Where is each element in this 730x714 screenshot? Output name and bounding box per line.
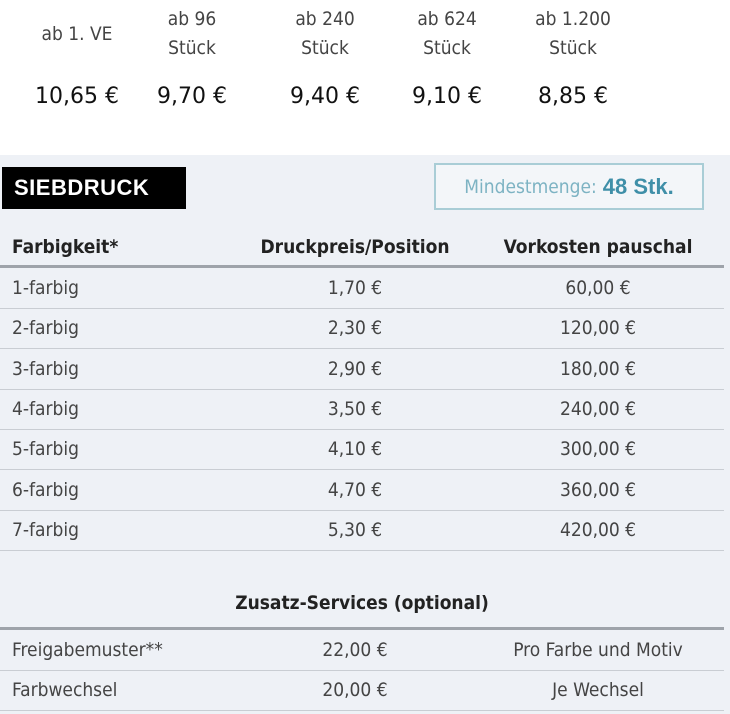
table-cell: 240,00 € xyxy=(559,397,637,420)
tier-label-line: ab 624 xyxy=(417,8,477,30)
header-druckpreis: Druckpreis/Position xyxy=(260,236,450,258)
services-rule xyxy=(0,627,724,630)
table-cell: 3-farbig xyxy=(12,357,80,380)
row-divider xyxy=(0,710,724,712)
tier-label: ab 240 Stück xyxy=(265,4,385,64)
tier-label-line: ab 1. VE xyxy=(41,22,113,45)
table-cell: 5-farbig xyxy=(12,438,80,461)
tier-label-line: ab 96 xyxy=(167,8,217,30)
header-farbigkeit: Farbigkeit* xyxy=(12,236,119,258)
row-divider xyxy=(0,670,724,671)
table-cell: Je Wechsel xyxy=(552,679,644,702)
row-divider xyxy=(0,428,724,430)
table-row: 6-farbig 4,70 € 360,00 € xyxy=(0,470,724,510)
table-cell: 1,70 € xyxy=(327,277,383,299)
table-cell: 420,00 € xyxy=(559,518,637,541)
tier-price: 8,85 € xyxy=(538,84,608,109)
tier-price: 10,65 € xyxy=(35,84,119,109)
price-tier: ab 624 Stück 9,10 € xyxy=(387,4,507,109)
price-tier: ab 1. VE 10,65 € xyxy=(17,4,137,110)
price-tier: ab 96 Stück 9,70 € xyxy=(132,4,252,109)
tier-label-line: Stück xyxy=(423,37,471,59)
tier-label-line: Stück xyxy=(168,37,216,59)
row-divider xyxy=(0,469,724,471)
row-divider xyxy=(0,509,724,511)
table-row: 2-farbig 2,30 € 120,00 € xyxy=(0,308,724,348)
table-cell: 360,00 € xyxy=(559,478,637,501)
row-divider xyxy=(0,348,724,350)
tier-label: ab 1.200 Stück xyxy=(513,4,633,64)
table-row: 5-farbig 4,10 € 300,00 € xyxy=(0,429,724,469)
services-title: Zusatz-Services (optional) xyxy=(235,592,489,614)
tier-label-line: Stück xyxy=(549,37,597,59)
table-cell: Pro Farbe und Motiv xyxy=(513,639,683,661)
table-header: Farbigkeit* Druckpreis/Position Vorkoste… xyxy=(0,227,724,267)
table-cell: 5,30 € xyxy=(327,518,383,541)
tier-label-line: ab 1.200 xyxy=(535,8,611,30)
tier-label: ab 624 Stück xyxy=(387,4,507,64)
table-cell: 3,50 € xyxy=(327,397,383,420)
tier-label-line: ab 240 xyxy=(295,8,355,30)
tier-label-line: Stück xyxy=(301,37,349,59)
table-cell: 180,00 € xyxy=(559,357,637,380)
table-cell: 120,00 € xyxy=(559,317,637,340)
table-cell: 4,10 € xyxy=(327,438,383,461)
minimum-quantity-box: Mindestmenge: 48 Stk. xyxy=(434,163,704,210)
table-cell: 4,70 € xyxy=(327,478,383,501)
section-title: SIEBDRUCK xyxy=(2,167,186,209)
row-divider xyxy=(0,308,724,309)
table-cell: 2,30 € xyxy=(327,317,383,340)
min-value: 48 Stk. xyxy=(602,173,674,199)
table-cell: 6-farbig xyxy=(12,478,80,501)
table-cell: Farbwechsel xyxy=(12,679,118,702)
row-divider xyxy=(0,549,724,551)
header-rule xyxy=(0,265,724,268)
table-cell: 22,00 € xyxy=(322,639,388,661)
table-cell: 60,00 € xyxy=(565,277,631,299)
table-cell: 7-farbig xyxy=(12,518,80,541)
tier-price: 9,70 € xyxy=(157,84,227,109)
table-row: Farbwechsel 20,00 € Je Wechsel xyxy=(0,670,724,710)
table-row: 3-farbig 2,90 € 180,00 € xyxy=(0,349,724,389)
table-cell: 2,90 € xyxy=(327,357,383,380)
min-label: Mindestmenge: xyxy=(464,175,597,198)
table-cell: 2-farbig xyxy=(12,317,80,340)
price-tier: ab 1.200 Stück 8,85 € xyxy=(513,4,633,109)
tier-price: 9,40 € xyxy=(290,84,360,109)
tier-label: ab 1. VE xyxy=(17,4,137,64)
table-cell: 20,00 € xyxy=(322,679,388,702)
siebdruck-panel xyxy=(0,155,730,714)
table-row: 7-farbig 5,30 € 420,00 € xyxy=(0,510,724,550)
table-row: 4-farbig 3,50 € 240,00 € xyxy=(0,389,724,429)
table-cell: 4-farbig xyxy=(12,397,80,420)
tier-price: 9,10 € xyxy=(412,84,482,109)
table-cell: 300,00 € xyxy=(559,438,637,461)
price-tier: ab 240 Stück 9,40 € xyxy=(265,4,385,109)
table-row: Freigabemuster** 22,00 € Pro Farbe und Mot… xyxy=(0,630,724,670)
table-cell: Freigabemuster** xyxy=(12,639,163,661)
table-row: 1-farbig 1,70 € 60,00 € xyxy=(0,268,724,308)
row-divider xyxy=(0,388,724,390)
tier-label: ab 96 Stück xyxy=(132,4,252,64)
table-cell: 1-farbig xyxy=(12,277,80,299)
header-vorkosten: Vorkosten pauschal xyxy=(503,236,693,258)
